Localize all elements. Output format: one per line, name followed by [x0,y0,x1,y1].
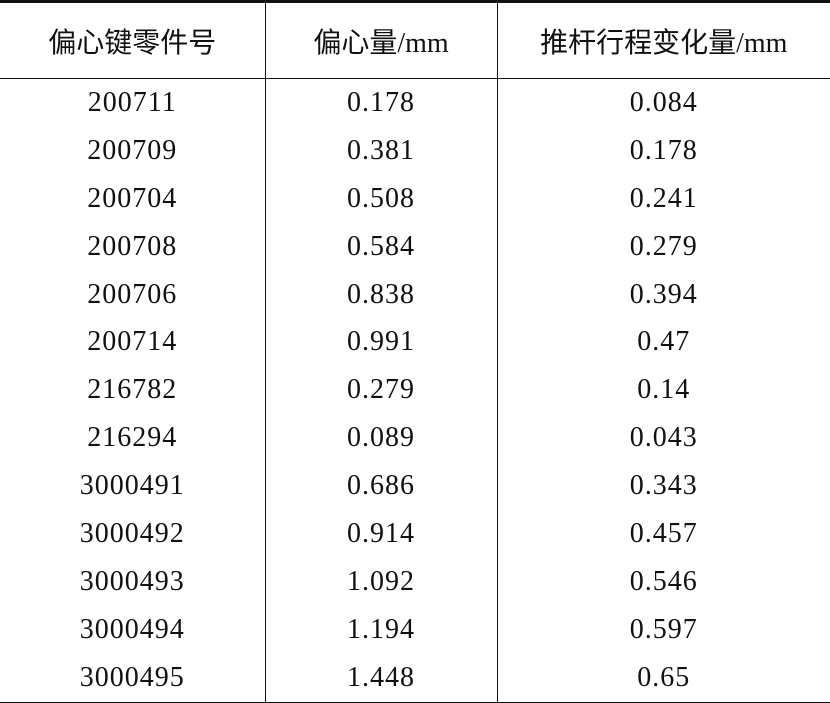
table-cell: 0.457 [496,510,830,558]
table-cell: 216294 [87,422,178,454]
table-row: 3000495 1.448 0.65 [0,653,830,703]
table-row: 3000493 1.092 0.546 [0,557,830,606]
table-cell: 0.241 [496,174,830,223]
table-cell: 0.584 [264,222,497,271]
header-row: 偏心键零件号 偏心量/mm 推杆行程变化量/mm [0,1,830,79]
table-cell: 3000491 [79,470,185,502]
table-cell: 0.178 [496,126,830,175]
table-row: 200711 0.178 0.084 [0,78,830,127]
table-cell: 0.597 [496,605,830,654]
table-row: 200709 0.381 0.178 [0,126,830,175]
table-cell: 0.178 [264,78,497,127]
table-cell: 3000493 [79,565,185,597]
table-row: 200714 0.991 0.47 [0,318,830,367]
table-cell: 3000494 [79,613,185,645]
table-cell: 0.14 [496,366,830,415]
table-cell: 0.394 [496,270,830,319]
table-cell: 0.65 [496,653,830,703]
table-cell: 0.914 [264,510,497,558]
table-cell: 0.343 [496,462,830,511]
table-cell: 0.838 [264,270,497,319]
table-row: 3000491 0.686 0.343 [0,462,830,511]
table-cell: 3000495 [79,661,185,693]
table-cell: 200709 [87,134,178,166]
header-cell: 偏心键零件号 [0,1,265,79]
table-cell: 200706 [87,278,178,310]
table-row: 216782 0.279 0.14 [0,366,830,415]
table-cell: 200708 [87,230,178,262]
header-cell: 偏心量/mm [264,1,497,79]
table-row: 3000492 0.914 0.457 [0,510,830,558]
table-row: 216294 0.089 0.043 [0,414,830,463]
table-cell: 200714 [87,326,178,358]
table-cell: 200711 [87,86,177,118]
table-cell: 0.381 [264,126,497,175]
table-row: 3000494 1.194 0.597 [0,605,830,654]
table-cell: 0.991 [264,318,497,367]
table-cell: 0.279 [496,222,830,271]
table-cell: 3000492 [79,517,185,549]
table-cell: 0.686 [264,462,497,511]
table-cell: 1.092 [264,557,497,606]
table-row: 200706 0.838 0.394 [0,270,830,319]
table-row: 200704 0.508 0.241 [0,174,830,223]
table-cell: 0.084 [496,78,830,127]
table-cell: 0.089 [264,414,497,463]
table-body: 200711 0.178 0.084 200709 0.381 0.178 200704 0.… [0,78,830,703]
table-cell: 0.043 [496,414,830,463]
table-cell: 200704 [87,182,178,214]
table-cell: 0.47 [496,318,830,367]
table-cell: 0.546 [496,557,830,606]
table-cell: 0.279 [264,366,497,415]
table-cell: 1.194 [264,605,497,654]
table-cell: 0.508 [264,174,497,223]
table-cell: 1.448 [264,653,497,703]
table-cell: 216782 [87,374,178,406]
header-cell: 推杆行程变化量/mm [496,1,830,79]
table-row: 200708 0.584 0.279 [0,222,830,271]
